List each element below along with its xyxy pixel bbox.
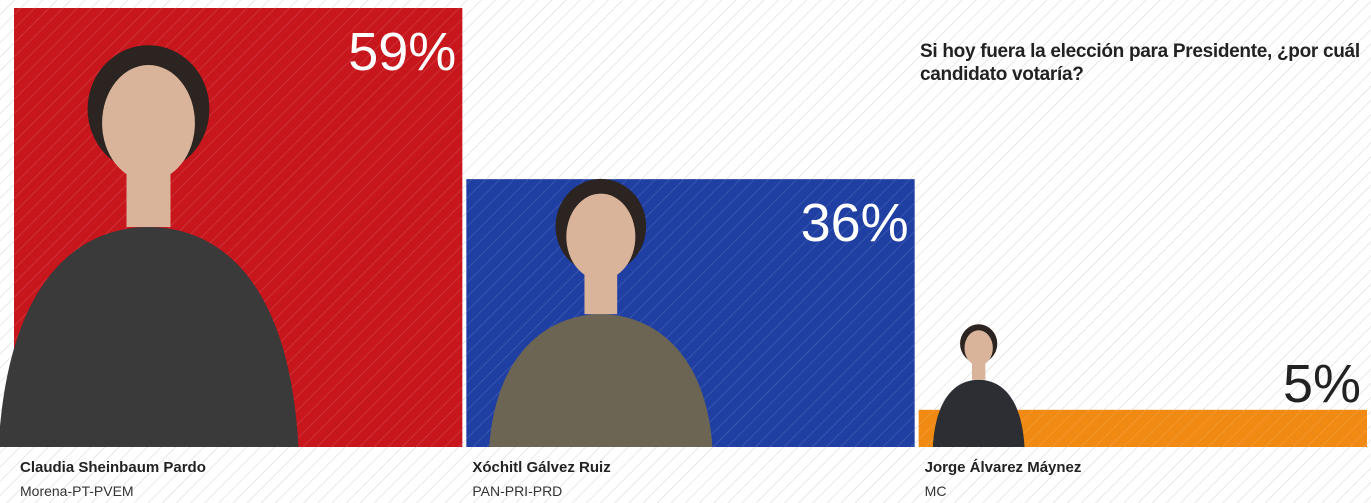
category-label: Jorge Álvarez Máynez [925, 459, 1082, 476]
value-label: 36% [801, 193, 909, 253]
chart-title: Si hoy fuera la elección para Presidente… [920, 40, 1370, 86]
page: 59% Claudia Sheinbaum Pardo Morena-PT-PVEM… [0, 0, 1371, 503]
portrait-face [102, 65, 195, 181]
party-label: Morena-PT-PVEM [20, 483, 134, 499]
category-label: Xóchitl Gálvez Ruiz [472, 459, 610, 476]
value-label: 59% [348, 22, 456, 82]
party-label: MC [925, 483, 947, 499]
category-label: Claudia Sheinbaum Pardo [20, 459, 206, 476]
portrait-face [566, 194, 635, 280]
portrait-face [964, 330, 992, 365]
value-label: 5% [1283, 354, 1361, 414]
party-label: PAN-PRI-PRD [472, 483, 562, 499]
